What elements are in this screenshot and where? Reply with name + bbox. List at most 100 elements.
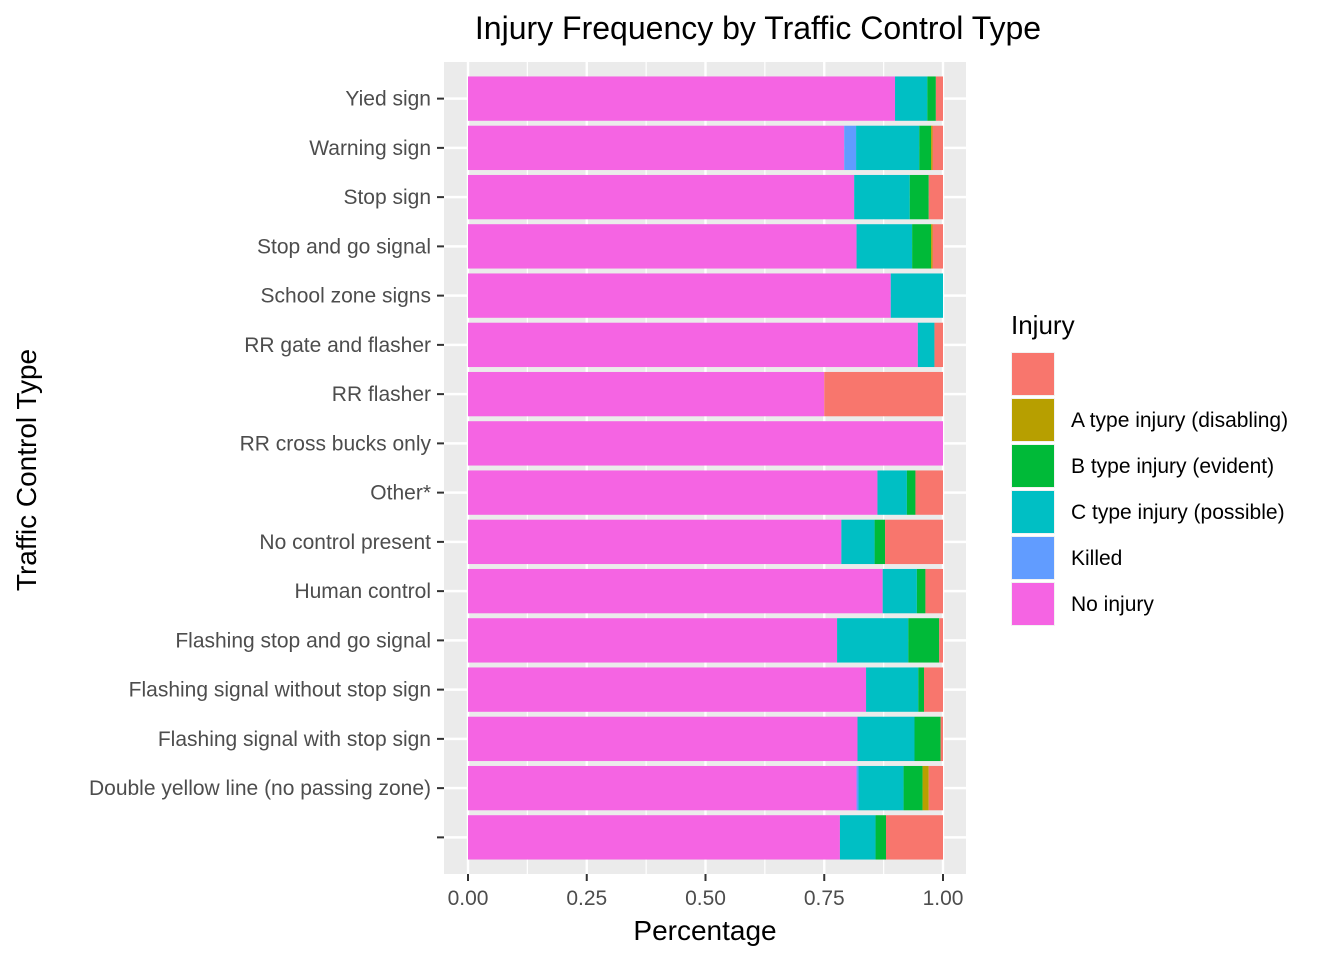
bar-segment — [895, 76, 928, 121]
bar-segment — [903, 765, 923, 811]
y-tick-label: No control present — [259, 531, 431, 554]
bar-segment — [916, 568, 926, 614]
y-tick-label: Flashing signal without stop sign — [129, 679, 431, 702]
bar-segment — [857, 716, 915, 762]
x-tick-label: 0.75 — [804, 887, 845, 910]
bar-segment — [886, 815, 943, 860]
y-tick-label: School zone signs — [261, 285, 431, 308]
bar-segment — [940, 716, 943, 762]
y-axis-title: Traffic Control Type — [11, 349, 42, 591]
bar-segment — [939, 618, 943, 663]
bar-segment — [918, 667, 924, 712]
legend-swatch — [1012, 537, 1054, 579]
bar-segment — [468, 667, 867, 712]
bar-segment — [922, 765, 929, 811]
bar-segment — [468, 371, 825, 417]
bar-segment — [935, 76, 943, 121]
y-tick-label: Stop and go signal — [257, 235, 431, 258]
bar-segment — [824, 371, 943, 417]
bar-segment — [932, 224, 943, 269]
bar-segment — [468, 470, 878, 515]
legend-label: No injury — [1071, 593, 1154, 616]
legend-label: A type injury (disabling) — [1071, 409, 1288, 432]
x-tick-label: 0.00 — [448, 887, 489, 910]
bar-segment — [924, 667, 943, 712]
bar-segment — [877, 470, 907, 515]
bar-segment — [856, 125, 920, 171]
legend-swatch — [1012, 353, 1054, 395]
bar-segment — [866, 667, 919, 712]
bar-segment — [882, 568, 917, 614]
bar-segment — [468, 174, 855, 220]
legend-swatch — [1012, 583, 1054, 625]
y-tick-label: Flashing stop and go signal — [175, 629, 431, 652]
bar-segment — [468, 716, 858, 762]
bar-segment — [932, 125, 943, 171]
y-tick-label: Human control — [294, 580, 431, 603]
bar-segment — [875, 815, 886, 860]
legend-swatch — [1012, 399, 1054, 441]
bar-segment — [925, 568, 943, 614]
y-tick-label: RR gate and flasher — [244, 334, 431, 357]
bar-segment — [856, 765, 859, 811]
bar-segment — [858, 765, 904, 811]
x-axis: 0.00 0.25 0.50 0.75 1.00 — [448, 874, 964, 910]
y-tick-label: Flashing signal with stop sign — [158, 728, 431, 751]
bar-segment — [856, 224, 913, 269]
bar-segment — [468, 421, 943, 466]
y-tick-label: RR flasher — [332, 383, 431, 406]
bar-segment — [468, 519, 842, 565]
legend-label: Killed — [1071, 547, 1122, 570]
x-tick-label: 1.00 — [923, 887, 964, 910]
bar-segment — [928, 174, 943, 220]
x-tick-label: 0.25 — [566, 887, 607, 910]
bar-segment — [468, 815, 840, 860]
bar-segment — [854, 174, 910, 220]
bar-segment — [915, 470, 943, 515]
bar-segment — [468, 273, 891, 318]
bar-segment — [931, 224, 933, 269]
bar-segment — [468, 224, 857, 269]
legend-swatch — [1012, 491, 1054, 533]
bars — [468, 76, 943, 860]
legend-title: Injury — [1011, 310, 1075, 340]
bar-segment — [885, 519, 943, 565]
y-tick-label: Double yellow line (no passing zone) — [89, 777, 431, 800]
bar-segment — [844, 125, 857, 171]
bar-segment — [837, 618, 909, 663]
bar-segment — [914, 716, 941, 762]
bar-segment — [934, 322, 943, 368]
legend-swatch — [1012, 445, 1054, 487]
y-axis: Yied sign Warning sign Stop sign Stop and g… — [89, 88, 444, 839]
bar-segment — [917, 322, 935, 368]
bar-segment — [841, 519, 875, 565]
bar-segment — [468, 618, 838, 663]
y-tick-label: RR cross bucks only — [240, 432, 432, 455]
legend-label: C type injury (possible) — [1071, 501, 1285, 524]
x-axis-title: Percentage — [633, 915, 776, 946]
y-tick-label: Other* — [370, 482, 431, 505]
legend: Injury A type injury (disabling) B type i… — [1011, 310, 1288, 626]
y-tick-label: Warning sign — [309, 137, 431, 160]
legend-label: B type injury (evident) — [1071, 455, 1274, 478]
y-tick-label: Yied sign — [345, 88, 431, 111]
bar-segment — [468, 76, 896, 121]
bar-segment — [928, 765, 943, 811]
y-tick-label: Stop sign — [343, 186, 431, 209]
bar-segment — [906, 470, 916, 515]
bar-segment — [468, 765, 857, 811]
bar-segment — [909, 174, 929, 220]
bar-segment — [908, 618, 940, 663]
bar-segment — [839, 815, 876, 860]
bar-segment — [919, 125, 932, 171]
bar-segment — [874, 519, 886, 565]
x-tick-label: 0.50 — [685, 887, 726, 910]
bar-segment — [931, 125, 933, 171]
bar-segment — [927, 76, 936, 121]
bar-segment — [468, 568, 883, 614]
chart-title: Injury Frequency by Traffic Control Type — [475, 10, 1041, 46]
bar-segment — [468, 322, 918, 368]
bar-segment — [890, 273, 943, 318]
